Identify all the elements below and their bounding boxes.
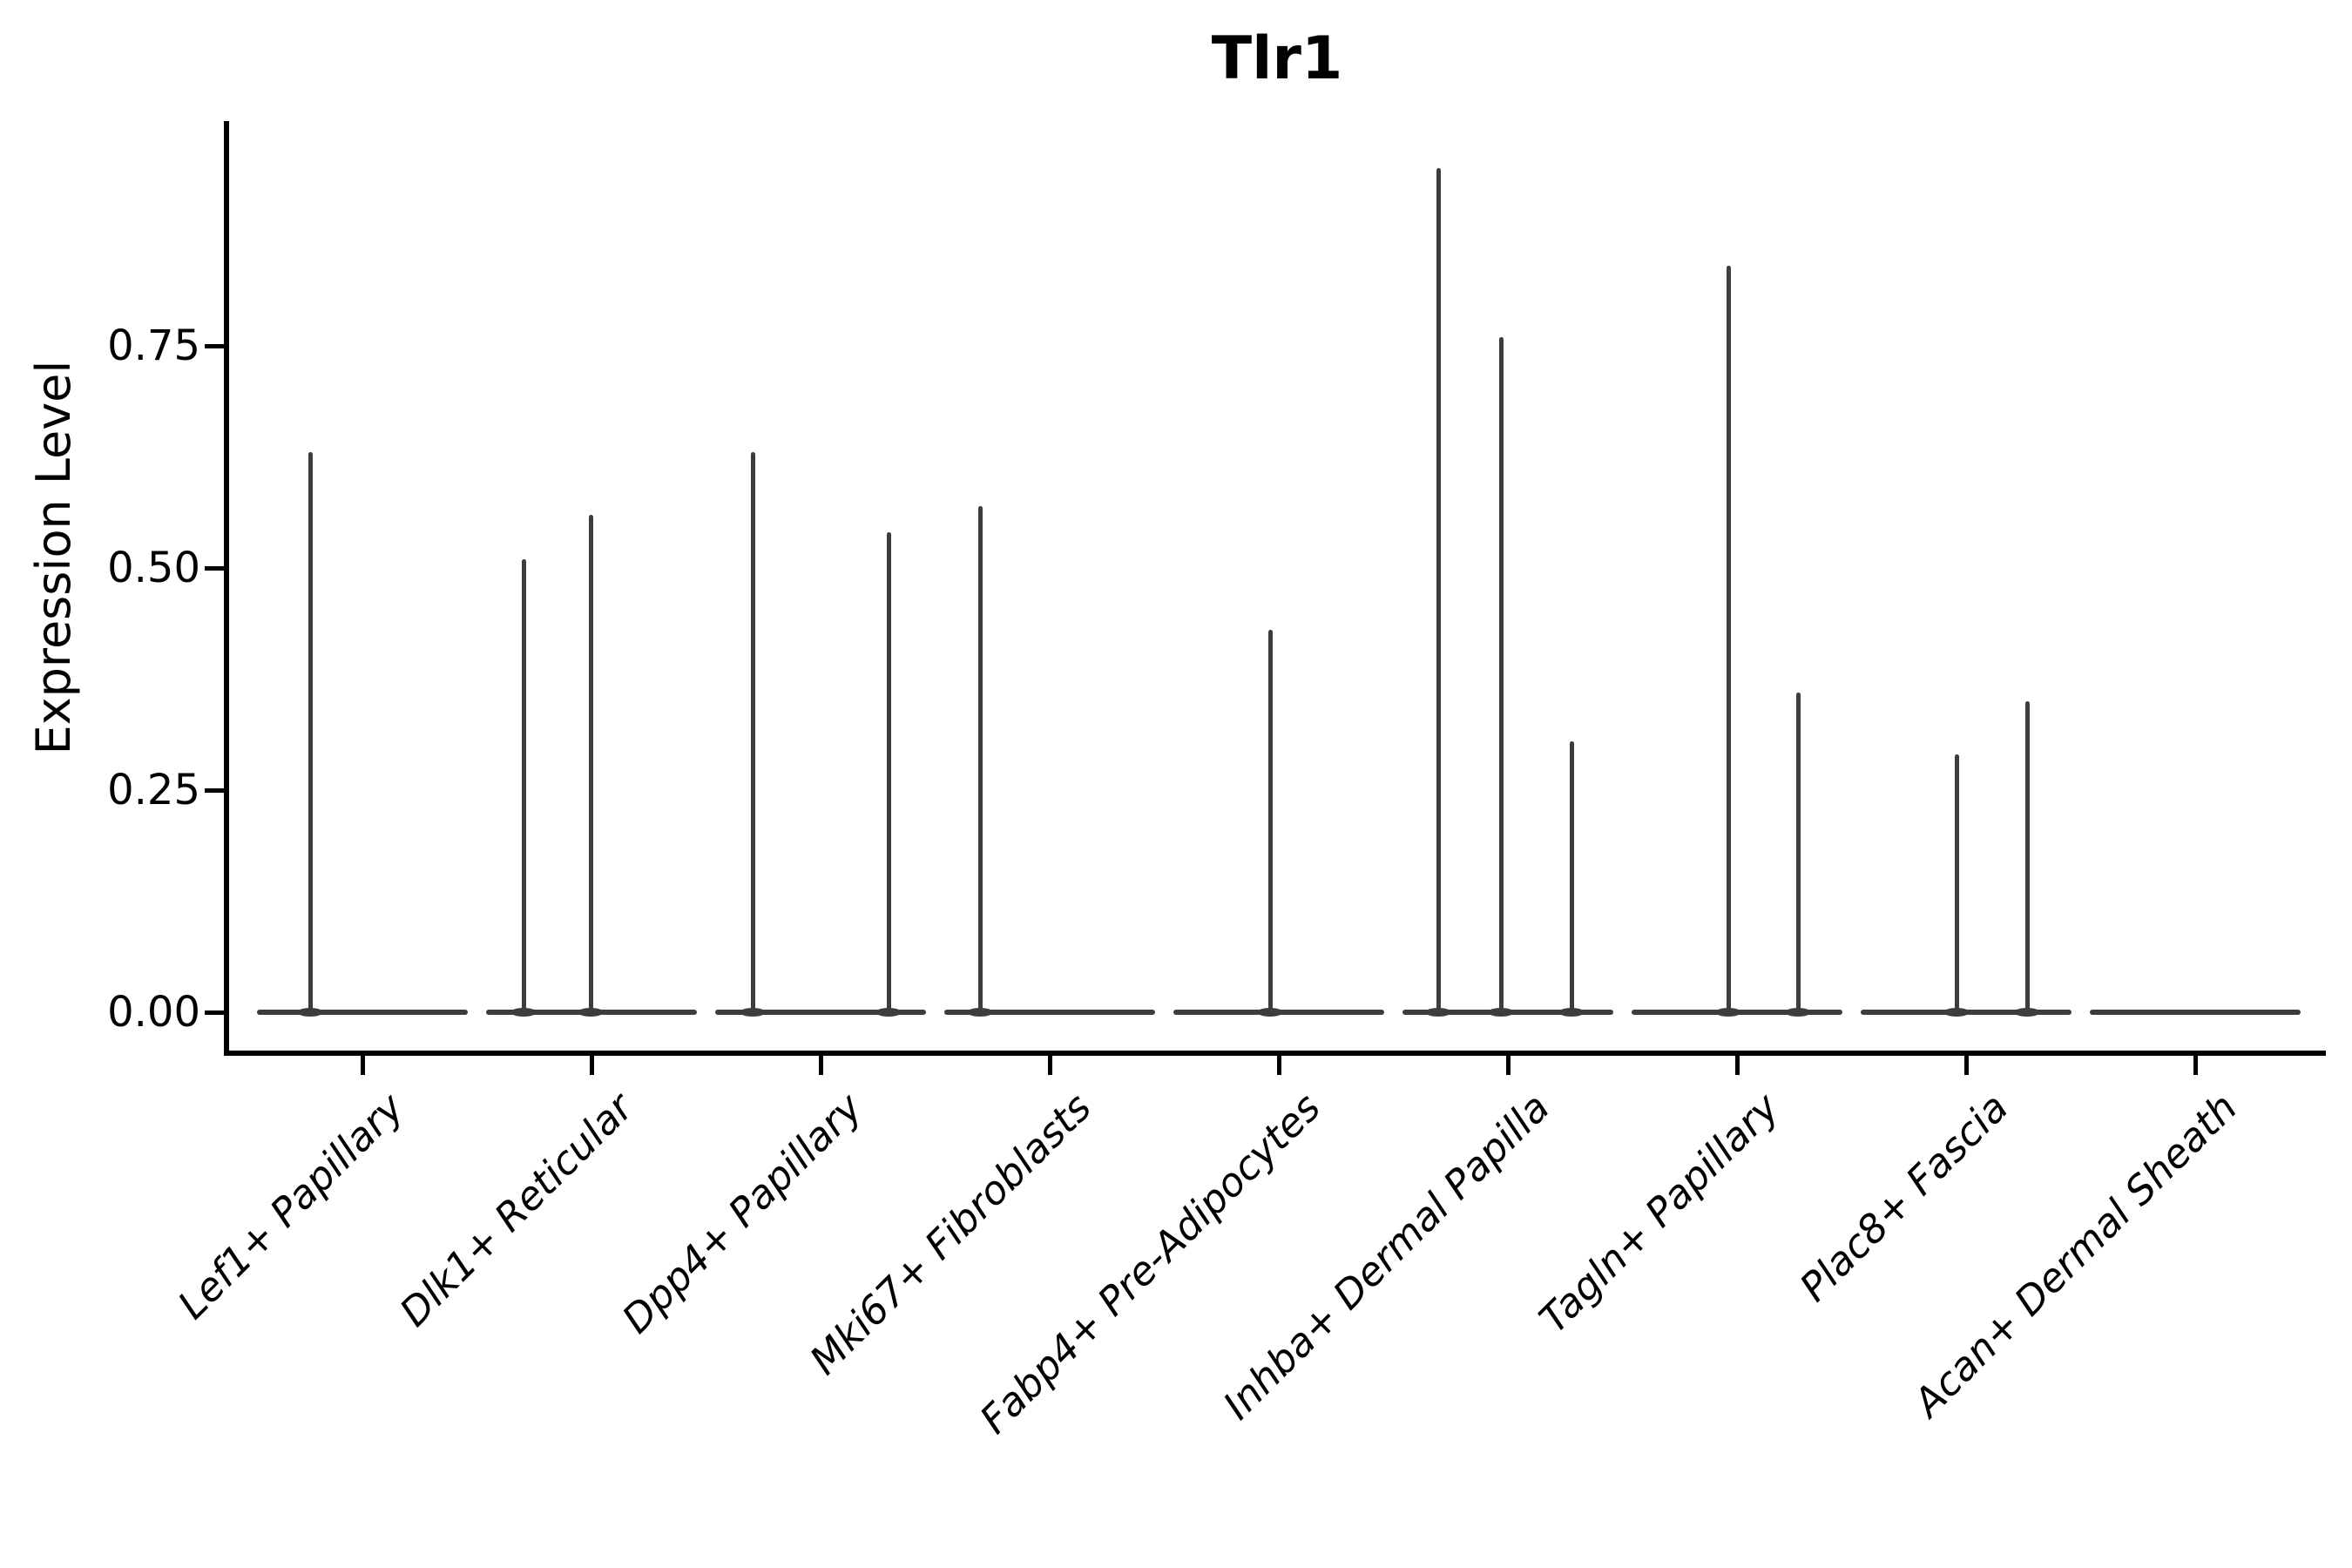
y-tick-label: 0.75 (107, 321, 200, 370)
x-tick-label: Plac8+ Fascia (1790, 1084, 2017, 1311)
chart-title: Tlr1 (1211, 24, 1343, 93)
violin-spike (521, 558, 526, 1015)
violin-baseline (2090, 1010, 2301, 1015)
x-tick (360, 1056, 365, 1075)
y-tick (205, 565, 224, 571)
x-tick (1047, 1056, 1052, 1075)
y-axis-spine (224, 121, 229, 1056)
x-tick (1963, 1056, 1969, 1075)
violin-spike (1267, 630, 1273, 1015)
y-axis-label: Expression Level (26, 360, 81, 755)
violin-baseline (715, 1010, 926, 1015)
violin-spike (588, 514, 593, 1015)
violin-spike (1954, 754, 1959, 1015)
violin-spike (1569, 740, 1574, 1015)
y-tick-label: 0.25 (107, 766, 200, 814)
y-tick (205, 343, 224, 348)
x-tick (1734, 1056, 1740, 1075)
x-tick (818, 1056, 823, 1075)
x-tick-label: Dpp4+ Papillary (612, 1084, 872, 1342)
violin-spike (2024, 701, 2030, 1015)
violin-spike (1436, 168, 1441, 1015)
x-tick (1505, 1056, 1511, 1075)
violin-spike (1498, 336, 1504, 1015)
y-tick-label: 0.00 (107, 988, 200, 1037)
violin-baseline (257, 1010, 468, 1015)
y-tick-label: 0.50 (107, 544, 200, 592)
x-axis-spine (224, 1051, 2326, 1056)
violin-spike (308, 452, 313, 1015)
y-tick (205, 787, 224, 793)
x-tick (1276, 1056, 1281, 1075)
x-tick-label: Tagln+ Papillary (1530, 1084, 1788, 1342)
violin-spike (977, 505, 983, 1015)
x-tick-label: Dlk1+ Reticular (390, 1084, 643, 1335)
violin-spike (886, 532, 891, 1015)
y-tick (205, 1010, 224, 1015)
x-tick (589, 1056, 594, 1075)
violin-baseline (944, 1010, 1155, 1015)
violin-spike (750, 452, 755, 1015)
violin-spike (1726, 266, 1731, 1015)
x-tick-label: Lef1+ Papillary (169, 1084, 414, 1328)
violin-spike (1795, 692, 1801, 1015)
x-tick (2193, 1056, 2198, 1075)
